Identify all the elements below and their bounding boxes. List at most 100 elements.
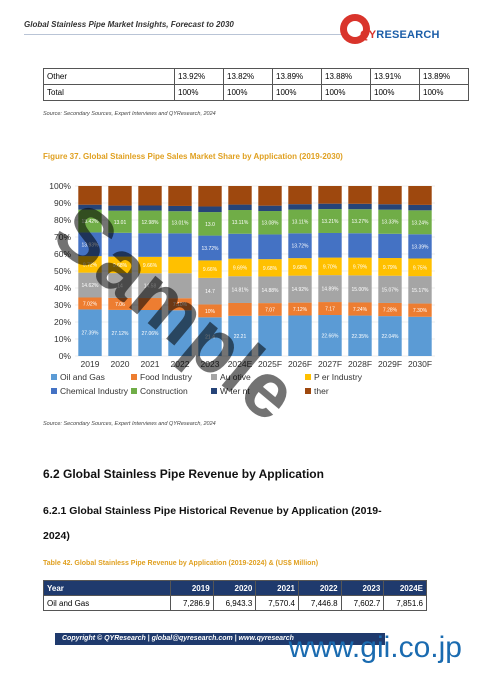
bar-segment (318, 186, 342, 204)
bar-segment (408, 186, 432, 205)
bar-segment (288, 233, 312, 259)
bar-segment (408, 210, 432, 235)
table-cell: 100% (419, 84, 469, 101)
table-row: Other 13.92% 13.82% 13.89% 13.88% 13.91% 13.89… (43, 68, 469, 85)
revenue-table: Year 2019 2020 2021 2022 2023 2024E Oil and Gas… (43, 580, 427, 611)
bar-segment (108, 210, 132, 233)
bar-segment (138, 186, 162, 206)
y-tick-label: 0% (59, 351, 72, 361)
table-header-cell: 2024E (383, 580, 427, 596)
bar-segment (108, 256, 132, 274)
data-label: 13.42% (82, 219, 100, 225)
table-header-cell: 2022 (297, 580, 342, 596)
data-label: 15.17% (412, 288, 430, 294)
table-cell: 100% (321, 84, 371, 101)
table-header-cell: Year (43, 580, 171, 596)
y-tick-label: 40% (54, 283, 71, 293)
bar-segment (348, 257, 372, 276)
bar-segment (78, 186, 102, 205)
data-label: 13.24% (412, 220, 430, 226)
header-divider (24, 34, 354, 35)
bar-segment (168, 273, 192, 299)
legend-swatch (305, 388, 311, 394)
bar-segment (78, 204, 102, 210)
data-label: 13.72% (292, 244, 310, 250)
y-tick-label: 20% (54, 317, 71, 327)
data-label: 13.93% (82, 242, 100, 248)
bar-segment (318, 302, 342, 316)
data-label: 27.06% (142, 331, 160, 337)
data-label: 13.21% (322, 219, 340, 225)
page-footer: Copyright © QYResearch | global@qyresear… (0, 625, 480, 679)
bar-segment (168, 256, 192, 274)
table-cell: Total (43, 84, 175, 101)
data-label: 27.12% (112, 331, 130, 337)
data-label: 22.04% (382, 334, 400, 340)
bar-segment (198, 235, 222, 261)
bar-segment (288, 315, 312, 356)
bar-segment (138, 256, 162, 274)
bar-segment (108, 232, 132, 257)
table-cell: Oil and Gas (43, 595, 171, 611)
y-tick-label: 10% (54, 334, 71, 344)
bar-segment (138, 298, 162, 311)
data-label: 12.98% (142, 220, 160, 226)
bar-segment (348, 275, 372, 303)
footer-bar (55, 633, 385, 645)
bar-segment (348, 203, 372, 210)
table-cell: 100% (370, 84, 420, 101)
table-cell: 7,851.6 (383, 595, 427, 611)
legend-swatch (131, 374, 137, 380)
data-label: 9.79% (383, 265, 398, 271)
data-label: 9.66% (203, 267, 218, 273)
data-label: 9.69% (233, 265, 248, 271)
bar-segment (78, 272, 102, 298)
bar-segment (168, 233, 192, 257)
x-tick-label: 2026F (288, 359, 312, 369)
x-tick-label: 2022 (171, 359, 190, 369)
data-label: 14.58 (144, 284, 157, 290)
y-tick-label: 100% (49, 181, 71, 191)
bar-segment (378, 275, 402, 303)
bar-segment (138, 205, 162, 211)
data-label: 9.68% (263, 266, 278, 272)
legend-swatch (131, 388, 137, 394)
y-tick-label: 30% (54, 300, 71, 310)
data-label: 13.0 (205, 222, 215, 228)
legend-label: P er Industry (314, 372, 363, 382)
data-label: 7.28% (383, 308, 398, 314)
logo-circle-icon (340, 14, 370, 44)
table-cell: 7,602.7 (340, 595, 385, 611)
share-table-tail: Other 13.92% 13.82% 13.89% 13.88% 13.91% 13.89… (43, 68, 469, 101)
bar-segment (288, 302, 312, 316)
bar-segment (288, 209, 312, 234)
bar-segment (258, 186, 282, 206)
bar-segment (138, 210, 162, 234)
bar-segment (378, 258, 402, 276)
footer-copyright: Copyright © QYResearch | global@qyresear… (62, 635, 294, 642)
data-label: 15.00% (352, 287, 370, 293)
source-note-1: Source: Secondary Sources, Expert Interv… (43, 111, 216, 117)
bar-segment (258, 276, 282, 304)
bar-segment (408, 276, 432, 304)
bar-segment (198, 304, 222, 318)
bar-segment (198, 260, 222, 278)
table-cell: 100% (272, 84, 322, 101)
data-label: 13.33% (382, 220, 400, 226)
data-label: 13.11% (232, 220, 249, 226)
bar-segment (198, 186, 222, 207)
table-header-cell: 2019 (170, 580, 214, 596)
bar-segment (228, 258, 252, 277)
data-label: 13.11% (292, 219, 309, 225)
legend-swatch (305, 374, 311, 380)
table-cell: 7,570.4 (255, 595, 299, 611)
logo-prefix: QY (360, 29, 377, 41)
data-label: 14.62% (82, 283, 100, 289)
bar-segment (108, 273, 132, 298)
data-label: 13.08% (262, 221, 280, 227)
bar-segment (378, 302, 402, 317)
legend-swatch (51, 388, 57, 394)
bar-segment (378, 316, 402, 356)
bar-segment (288, 275, 312, 303)
bar-segment (318, 232, 342, 258)
